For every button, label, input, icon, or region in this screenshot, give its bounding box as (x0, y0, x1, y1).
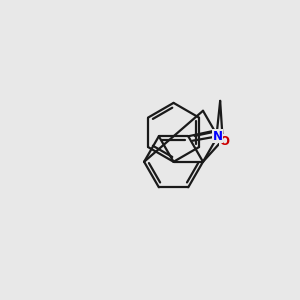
Text: O: O (219, 135, 229, 148)
Text: N: N (213, 130, 223, 143)
